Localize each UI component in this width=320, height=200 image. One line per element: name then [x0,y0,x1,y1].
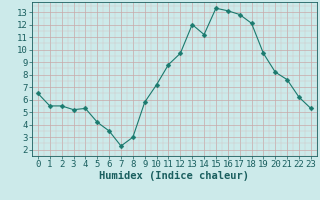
X-axis label: Humidex (Indice chaleur): Humidex (Indice chaleur) [100,171,249,181]
